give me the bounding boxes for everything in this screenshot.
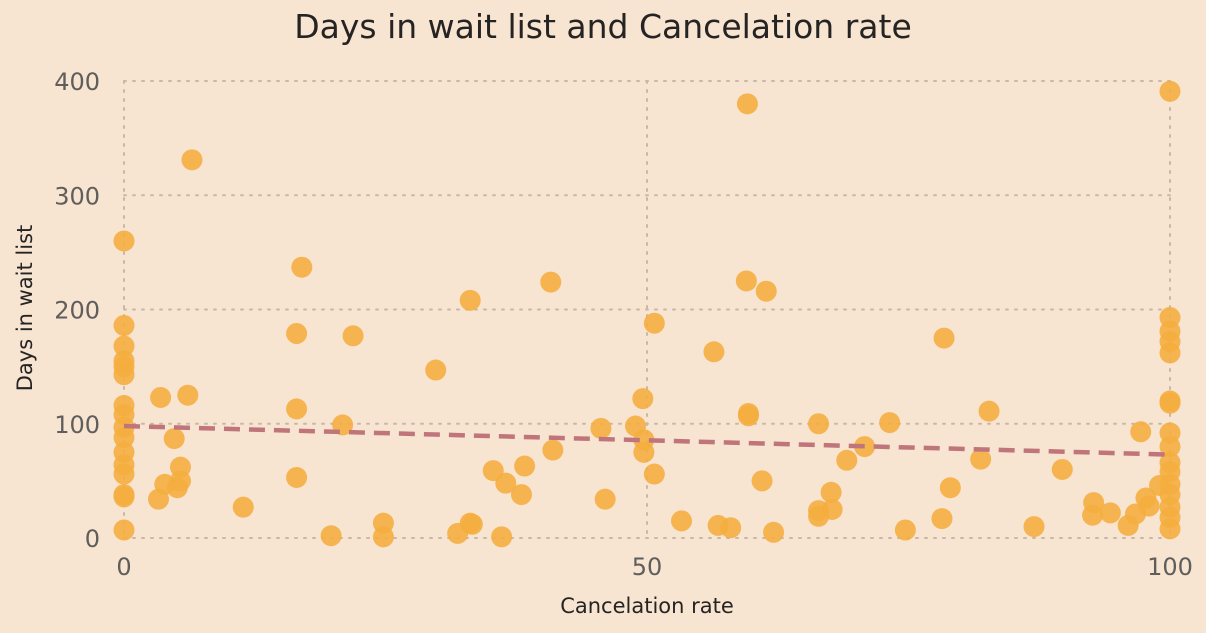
data-point <box>820 481 842 503</box>
data-point <box>836 449 858 471</box>
data-point <box>1159 342 1181 364</box>
data-point <box>879 412 901 434</box>
data-point <box>632 388 654 410</box>
data-point <box>459 289 481 311</box>
data-point <box>491 526 513 548</box>
data-point <box>113 314 135 336</box>
data-point <box>113 364 135 386</box>
data-point <box>970 448 992 470</box>
data-point <box>113 463 135 485</box>
data-point <box>1159 518 1181 540</box>
data-point <box>169 470 191 492</box>
data-point <box>1130 421 1152 443</box>
tick-labels: 0 100 200 300 400 0 50 100 <box>54 68 1193 581</box>
data-point <box>286 466 308 488</box>
data-point <box>939 477 961 499</box>
data-point <box>291 256 313 278</box>
data-points <box>113 80 1181 548</box>
data-point <box>425 359 447 381</box>
data-point <box>542 439 564 461</box>
data-point <box>181 149 203 171</box>
data-point <box>643 312 665 334</box>
data-point <box>150 386 172 408</box>
data-point <box>113 230 135 252</box>
x-axis-label: Cancelation rate <box>560 594 734 618</box>
data-point <box>755 280 777 302</box>
data-point <box>372 526 394 548</box>
data-point <box>113 426 135 448</box>
y-tick-label: 300 <box>54 182 100 210</box>
y-tick-label: 200 <box>54 297 100 325</box>
data-point <box>540 271 562 293</box>
x-tick-label: 50 <box>632 553 663 581</box>
data-point <box>514 455 536 477</box>
data-point <box>720 517 742 539</box>
data-point <box>737 405 759 427</box>
data-point <box>1083 492 1105 514</box>
chart-title: Days in wait list and Cancelation rate <box>294 7 912 46</box>
data-point <box>495 472 517 494</box>
data-point <box>633 441 655 463</box>
data-point <box>342 325 364 347</box>
data-point <box>232 496 254 518</box>
data-point <box>1159 392 1181 414</box>
data-point <box>821 498 843 520</box>
data-point <box>931 508 953 530</box>
y-axis-label: Days in wait list <box>13 225 37 392</box>
data-point <box>808 413 830 435</box>
data-point <box>461 513 483 535</box>
data-point <box>113 335 135 357</box>
y-tick-label: 100 <box>54 411 100 439</box>
y-tick-label: 0 <box>85 525 100 553</box>
data-point <box>933 327 955 349</box>
data-point <box>590 417 612 439</box>
data-point <box>594 488 616 510</box>
data-point <box>286 322 308 344</box>
data-point <box>763 521 785 543</box>
data-point <box>1051 458 1073 480</box>
y-tick-label: 400 <box>54 68 100 96</box>
data-point <box>177 384 199 406</box>
data-point <box>671 510 693 532</box>
data-point <box>320 525 342 547</box>
data-point <box>894 519 916 541</box>
data-point <box>978 400 1000 422</box>
data-point <box>1159 436 1181 458</box>
data-point <box>113 486 135 508</box>
data-point <box>736 93 758 115</box>
data-point <box>643 463 665 485</box>
data-point <box>1138 495 1160 517</box>
x-tick-label: 100 <box>1147 553 1193 581</box>
data-point <box>113 519 135 541</box>
data-point <box>163 428 185 450</box>
data-point <box>510 484 532 506</box>
data-point <box>751 470 773 492</box>
data-point <box>1023 516 1045 538</box>
data-point <box>1099 502 1121 524</box>
data-point <box>735 270 757 292</box>
data-point <box>286 398 308 420</box>
data-point <box>703 341 725 363</box>
x-tick-label: 0 <box>116 553 131 581</box>
data-point <box>1159 80 1181 102</box>
